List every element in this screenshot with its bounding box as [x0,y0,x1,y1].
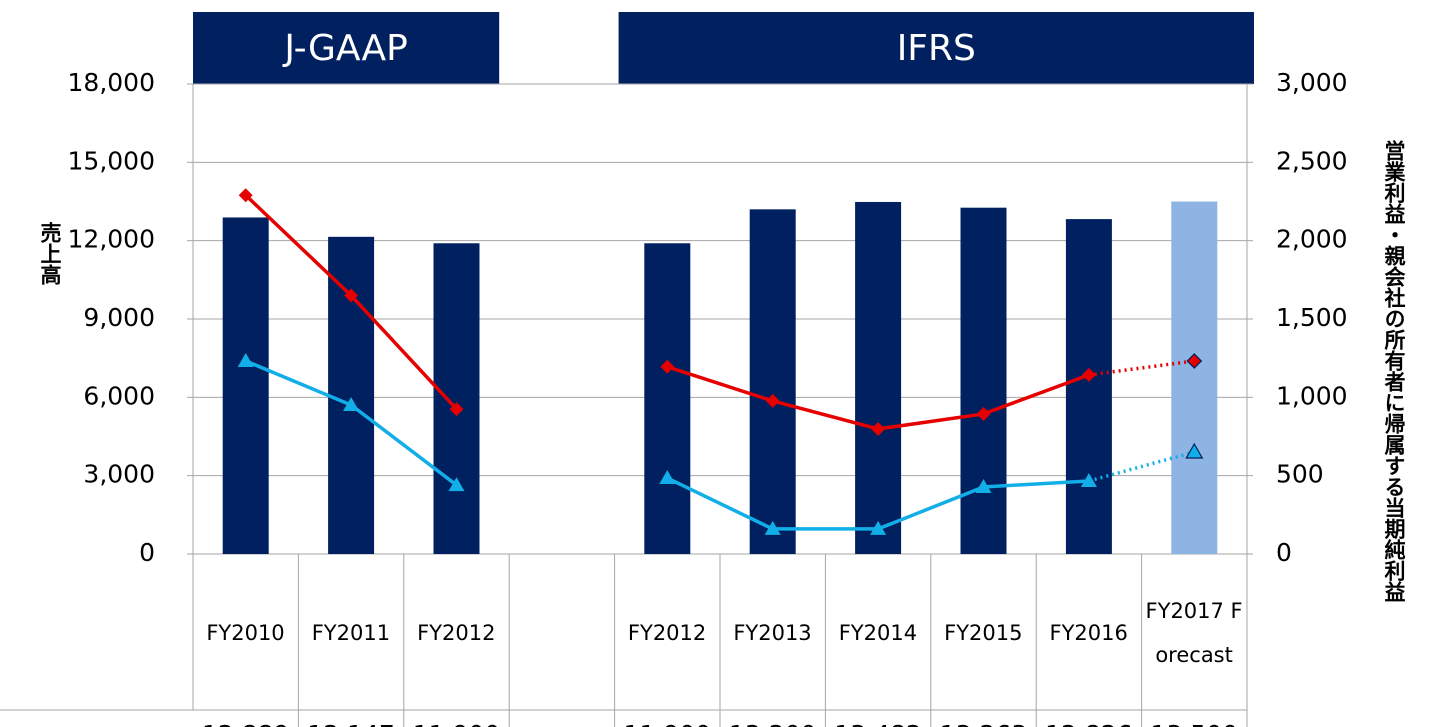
marker [1186,353,1203,369]
x-tick-label: FY2015 [944,621,1023,645]
value-label: 13,200 [729,720,816,727]
bar [1171,201,1218,554]
marker [1081,367,1096,382]
y-tick-label: 3,000 [83,460,155,489]
y2-axis-title: 営業利益・親会社の所有者に帰属する当期純利益 [1382,140,1406,602]
marker [238,188,253,203]
y2-tick-label: 2,000 [1276,225,1348,254]
bar [644,243,691,554]
y2-tick-label: 3,000 [1276,68,1348,97]
y-tick-label: 9,000 [83,303,155,332]
group-label: IFRS [897,28,976,69]
y-tick-label: 6,000 [83,381,155,410]
marker [871,421,886,436]
y2-tick-label: 500 [1276,460,1324,489]
group-banner [618,12,1254,84]
x-tick-label: FY2017 Forecast [1145,599,1243,667]
marker [976,406,991,421]
y-tick-label: 12,000 [68,225,155,254]
value-label: 12,889 [202,720,289,727]
x-tick-label: FY2014 [838,621,918,645]
bar [855,201,902,554]
marker [764,520,781,535]
marker [659,470,676,485]
marker [343,397,360,412]
y-tick-label: 18,000 [68,68,155,97]
forecast-line [1088,450,1195,483]
x-tick-label: FY2012 [627,621,707,645]
value-label: 11,900 [624,720,711,727]
value-label: 13,500 [1151,720,1238,727]
x-tick-label: FY2013 [733,621,812,645]
y-tick-label: 0 [139,538,155,567]
marker [344,288,359,303]
y2-tick-label: 1,000 [1276,381,1348,410]
marker [449,402,464,417]
group-banner [193,12,500,84]
group-label: J-GAAP [282,28,408,69]
value-label: 13,482 [834,720,921,727]
marker [448,477,465,492]
value-label: 12,826 [1045,720,1132,727]
x-tick-label: FY2012 [417,621,496,645]
marker [660,359,675,374]
marker [975,478,992,493]
x-tick-label [509,556,614,710]
bar [222,217,269,554]
marker [870,520,887,535]
value-label: 13,263 [940,720,1027,727]
y-tick-label: 15,000 [68,146,155,175]
bar [960,207,1007,554]
y2-tick-label: 1,500 [1276,303,1348,332]
value-label: 11,900 [413,720,500,727]
y-axis-title: 売上高 [38,222,62,285]
bar [1065,219,1112,555]
x-tick-label: FY2011 [311,621,391,645]
bar [749,209,796,555]
marker [765,393,780,408]
x-tick-label: FY2010 [206,621,285,645]
value-label: 12,147 [307,720,394,727]
marker [237,352,254,367]
x-tick-label: FY2016 [1049,621,1128,645]
y2-tick-label: 0 [1276,538,1292,567]
bar [433,243,480,554]
bar [328,236,375,554]
y2-tick-label: 2,500 [1276,146,1348,175]
marker [1080,472,1097,487]
marker [1185,442,1204,459]
